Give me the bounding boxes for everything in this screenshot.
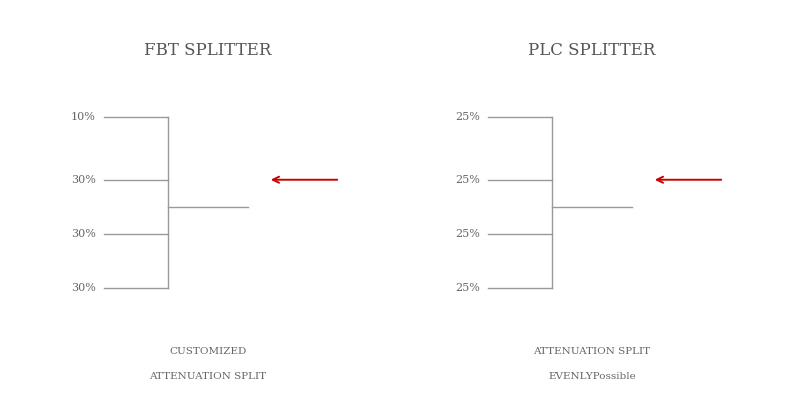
Text: EVENLYPossible: EVENLYPossible — [548, 372, 636, 381]
Text: ATTENUATION SPLIT: ATTENUATION SPLIT — [150, 372, 266, 381]
Text: 25%: 25% — [455, 112, 480, 122]
Text: 25%: 25% — [455, 229, 480, 239]
Text: 10%: 10% — [71, 112, 96, 122]
Text: ATTENUATION SPLIT: ATTENUATION SPLIT — [534, 347, 650, 356]
Text: 30%: 30% — [71, 229, 96, 239]
Text: 30%: 30% — [71, 175, 96, 185]
Text: 25%: 25% — [455, 283, 480, 293]
Text: FBT SPLITTER: FBT SPLITTER — [144, 42, 272, 59]
Text: 25%: 25% — [455, 175, 480, 185]
Text: CUSTOMIZED: CUSTOMIZED — [170, 347, 246, 356]
Text: 30%: 30% — [71, 283, 96, 293]
Text: PLC SPLITTER: PLC SPLITTER — [528, 42, 656, 59]
